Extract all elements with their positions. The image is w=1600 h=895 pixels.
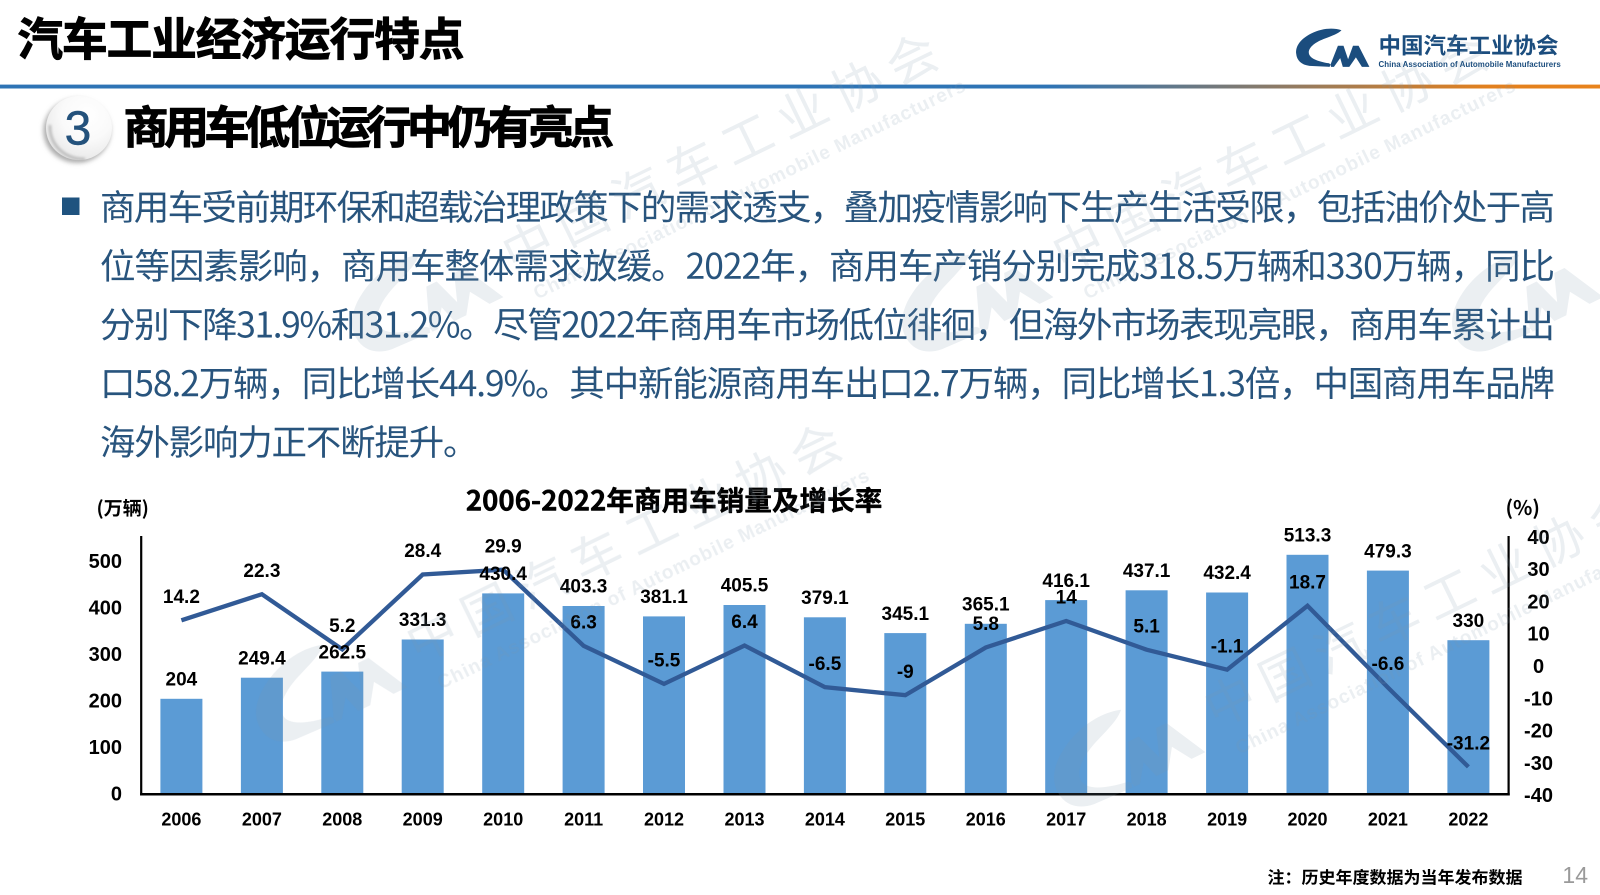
svg-text:262.5: 262.5: [319, 642, 367, 663]
svg-text:28.4: 28.4: [404, 541, 441, 562]
svg-text:2008: 2008: [322, 810, 362, 830]
svg-text:379.1: 379.1: [801, 588, 849, 609]
svg-text:6.3: 6.3: [570, 613, 596, 634]
svg-text:-31.2: -31.2: [1447, 734, 1490, 755]
svg-text:432.4: 432.4: [1203, 563, 1251, 584]
svg-text:2010: 2010: [483, 810, 523, 830]
svg-text:0: 0: [111, 784, 122, 806]
svg-text:365.1: 365.1: [962, 595, 1010, 616]
svg-text:-40: -40: [1524, 785, 1553, 807]
svg-text:5.1: 5.1: [1133, 616, 1160, 637]
svg-text:22.3: 22.3: [243, 561, 280, 582]
svg-text:2007: 2007: [242, 810, 282, 830]
svg-text:513.3: 513.3: [1284, 526, 1332, 547]
svg-text:204: 204: [166, 670, 198, 691]
svg-text:405.5: 405.5: [721, 576, 769, 597]
svg-text:5.2: 5.2: [329, 616, 355, 637]
svg-text:2012: 2012: [644, 810, 684, 830]
svg-text:-9: -9: [897, 662, 914, 683]
svg-text:2006: 2006: [161, 810, 201, 830]
svg-text:249.4: 249.4: [238, 648, 286, 669]
svg-text:345.1: 345.1: [882, 604, 930, 625]
svg-text:20: 20: [1527, 591, 1549, 613]
svg-text:10: 10: [1527, 624, 1549, 646]
svg-text:2011: 2011: [564, 810, 603, 830]
svg-text:100: 100: [89, 737, 122, 759]
svg-text:400: 400: [89, 597, 122, 619]
svg-text:300: 300: [89, 644, 122, 666]
svg-text:China Association of Automobil: China Association of Automobile Manufact…: [1379, 60, 1562, 69]
svg-text:2015: 2015: [885, 810, 925, 830]
svg-text:29.9: 29.9: [485, 536, 522, 557]
svg-text:2013: 2013: [724, 810, 764, 830]
svg-text:-6.5: -6.5: [809, 654, 842, 675]
svg-text:3: 3: [65, 103, 92, 156]
svg-text:-6.6: -6.6: [1372, 654, 1405, 675]
svg-text:5.8: 5.8: [973, 614, 999, 635]
svg-text:-1.1: -1.1: [1211, 636, 1244, 657]
svg-text:416.1: 416.1: [1042, 571, 1090, 592]
svg-text:2014: 2014: [805, 810, 845, 830]
svg-text:0: 0: [1533, 656, 1544, 678]
svg-text:437.1: 437.1: [1123, 561, 1171, 582]
svg-text:2020: 2020: [1287, 810, 1327, 830]
svg-text:430.4: 430.4: [479, 564, 527, 585]
svg-text:2021: 2021: [1368, 810, 1408, 830]
svg-text:2022: 2022: [1448, 810, 1488, 830]
svg-text:2019: 2019: [1207, 810, 1247, 830]
svg-text:-20: -20: [1524, 721, 1553, 743]
svg-text:-10: -10: [1524, 688, 1553, 710]
svg-text:2009: 2009: [403, 810, 443, 830]
svg-text:330: 330: [1453, 611, 1485, 632]
svg-text:6.4: 6.4: [731, 612, 758, 633]
svg-text:403.3: 403.3: [560, 577, 608, 598]
svg-text:30: 30: [1527, 559, 1549, 581]
svg-text:14: 14: [1562, 862, 1588, 888]
svg-text:479.3: 479.3: [1364, 541, 1412, 562]
svg-text:14: 14: [1056, 588, 1078, 609]
svg-text:14.2: 14.2: [163, 587, 200, 608]
svg-text:200: 200: [89, 691, 122, 713]
svg-text:500: 500: [89, 551, 122, 573]
svg-text:2017: 2017: [1046, 810, 1086, 830]
svg-text:18.7: 18.7: [1289, 573, 1326, 594]
svg-text:-5.5: -5.5: [648, 651, 681, 672]
svg-text:2018: 2018: [1127, 810, 1167, 830]
svg-text:-30: -30: [1524, 753, 1553, 775]
svg-text:2016: 2016: [966, 810, 1006, 830]
svg-text:381.1: 381.1: [640, 587, 688, 608]
